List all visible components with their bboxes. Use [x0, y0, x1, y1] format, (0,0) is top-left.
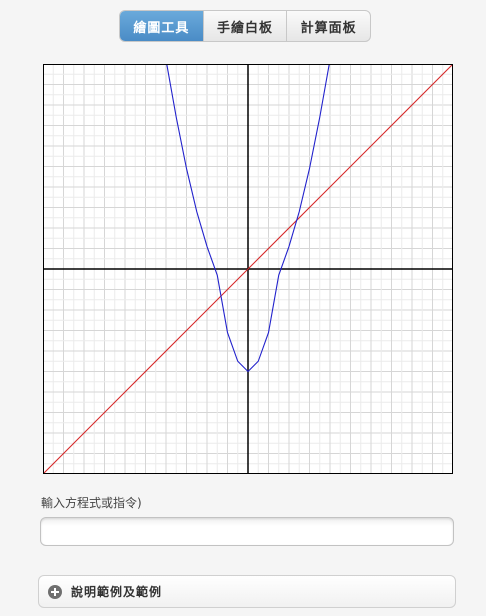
plus-circle-icon [48, 584, 62, 599]
graph-border [43, 64, 453, 474]
series-line-1 [43, 64, 453, 474]
formula-input-label: 輸入方程式或指令) [41, 496, 142, 510]
help-examples-label: 說明範例及範例 [71, 585, 163, 599]
tab-calculator-panel[interactable]: 計算面板 [286, 11, 370, 41]
help-examples-toggle[interactable]: 說明範例及範例 [38, 575, 456, 608]
mode-tabs: 繪圖工具 手繪白板 計算面板 [119, 10, 371, 42]
graph-canvas[interactable] [43, 64, 453, 474]
tab-whiteboard[interactable]: 手繪白板 [202, 11, 287, 41]
formula-input[interactable] [40, 517, 454, 546]
tab-drawing-tool[interactable]: 繪圖工具 [120, 11, 203, 41]
graph-plot [43, 64, 453, 474]
